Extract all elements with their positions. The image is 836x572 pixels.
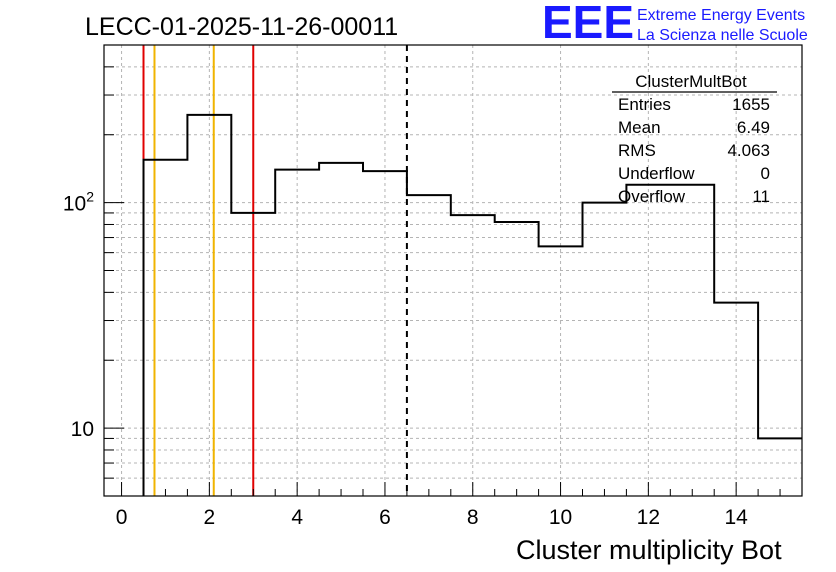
x-tick-label: 10: [549, 506, 572, 529]
x-axis-label: Cluster multiplicity Bot: [516, 535, 782, 565]
stats-entries-value: 1655: [732, 95, 770, 114]
x-tick-label: 12: [637, 506, 660, 529]
stats-entries-label: Entries: [618, 95, 671, 114]
run-title: LECC-01-2025-11-26-00011: [85, 13, 398, 41]
stats-underflow-value: 0: [761, 164, 770, 183]
logo-line-2: La Scienza nelle Scuole: [637, 27, 808, 44]
stats-title: ClusterMultBot: [635, 72, 747, 91]
logo-line-1: Extreme Energy Events: [637, 7, 805, 24]
stats-rms-label: RMS: [618, 141, 656, 160]
eee-logo: EEE Extreme Energy Events La Scienza nel…: [542, 0, 808, 48]
stats-overflow-label: Overflow: [618, 187, 686, 206]
stats-mean-value: 6.49: [737, 118, 770, 137]
x-tick-label: 4: [291, 506, 303, 529]
x-tick-labels: 0 2 4 6 8 10 12 14: [116, 506, 748, 529]
y-tick-labels: 10 102: [63, 189, 94, 442]
stats-box: ClusterMultBot Entries 1655 Mean 6.49 RM…: [612, 72, 777, 206]
y-tick-label: 102: [63, 189, 94, 216]
axis-ticks: [104, 44, 803, 497]
stats-rms-value: 4.063: [727, 141, 770, 160]
x-tick-label: 2: [204, 506, 216, 529]
y-tick-label: 10: [71, 418, 94, 441]
stats-mean-label: Mean: [618, 118, 661, 137]
histogram-step-line: [142, 113, 802, 496]
x-tick-label: 14: [724, 506, 748, 529]
stats-overflow-value: 11: [752, 187, 770, 206]
x-tick-label: 0: [116, 506, 128, 529]
eee-logo-mark: EEE: [542, 0, 634, 48]
stats-underflow-label: Underflow: [618, 164, 695, 183]
x-tick-label: 6: [379, 506, 391, 529]
x-tick-label: 8: [467, 506, 479, 529]
grid: [104, 44, 802, 497]
